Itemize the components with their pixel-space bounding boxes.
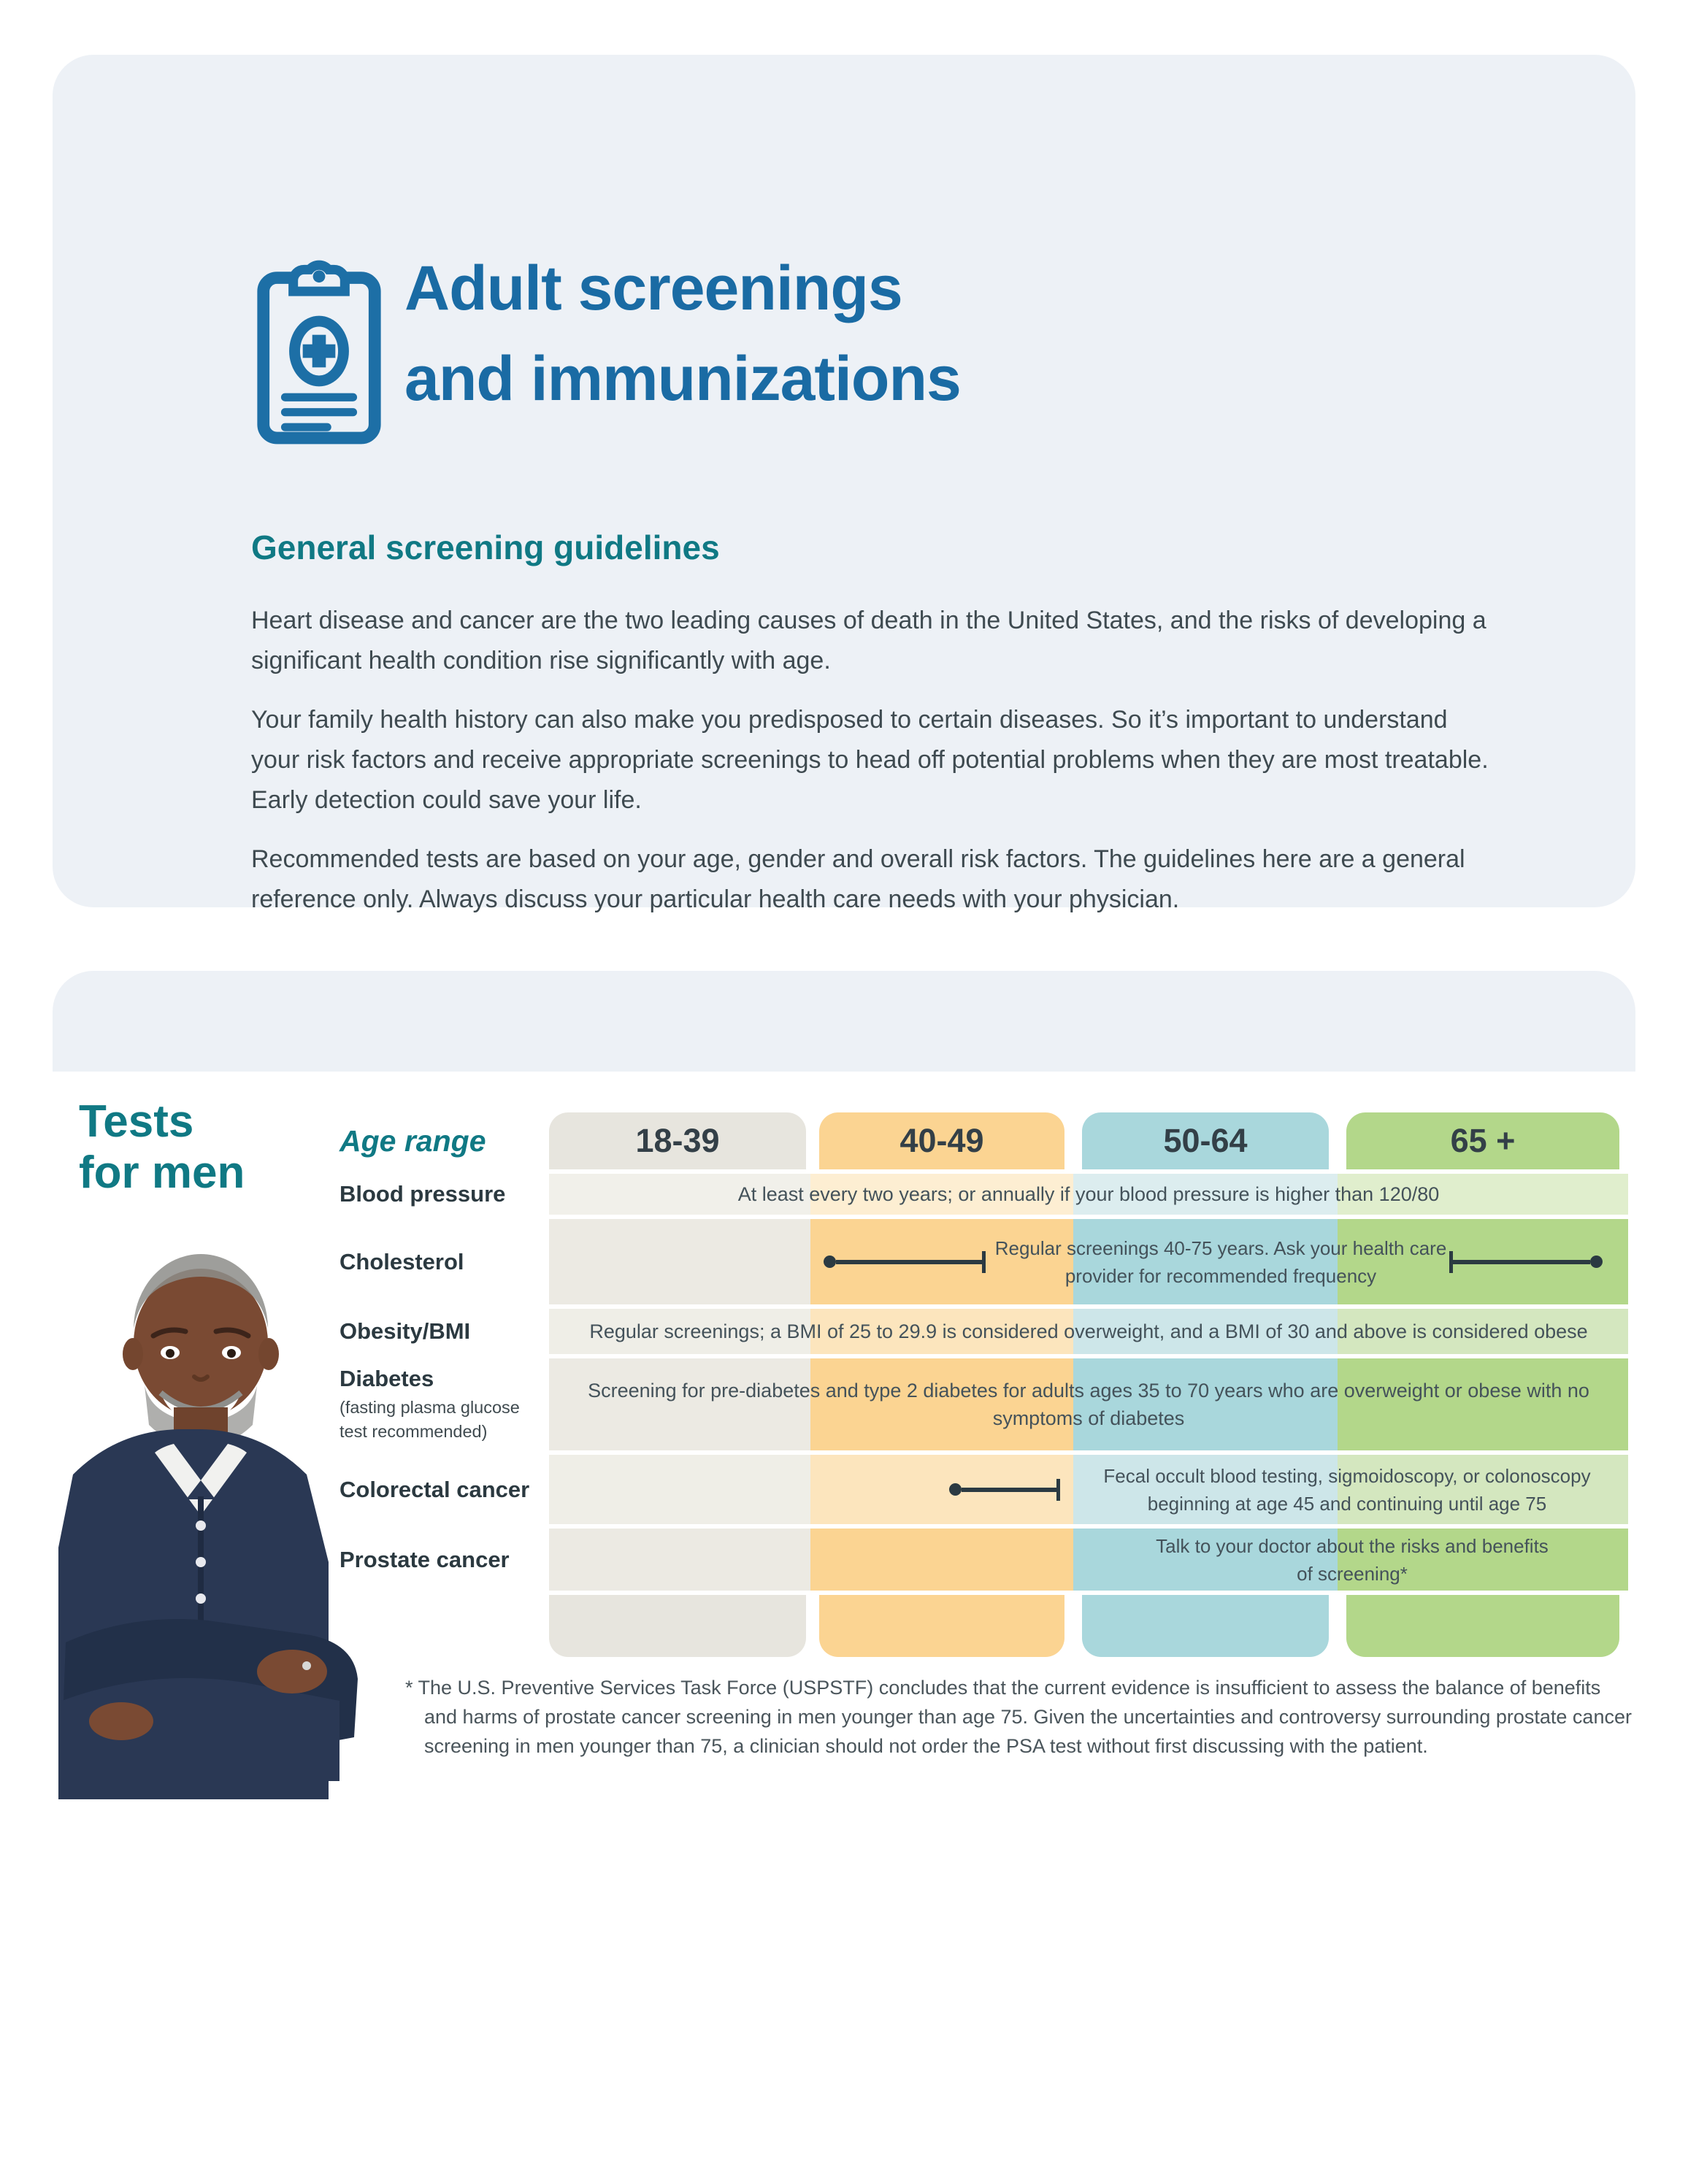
row-label: Diabetes (fasting plasma glucose test re… [339, 1358, 549, 1450]
guidelines-paragraph: Your family health history can also make… [251, 706, 1489, 814]
stripe-18-39 [549, 1219, 810, 1304]
section-heading: General screening guidelines [251, 528, 720, 566]
age-header-band: 18-39 40-49 50-64 65 + [549, 1112, 1628, 1169]
row-sublabel: (fasting plasma glucose test recommended… [339, 1398, 520, 1441]
stripe-50-64 [1073, 1358, 1338, 1450]
range-start-marker [824, 1250, 986, 1274]
stripe-40-49 [810, 1529, 1073, 1591]
row-label: Cholesterol [339, 1248, 464, 1274]
row-text: At least every two years; or annually if… [737, 1183, 1440, 1205]
screenings-table: Age range 18-39 40-49 50-64 65 + Blood p… [339, 1112, 1628, 1657]
row-label: Blood pressure [339, 1181, 506, 1207]
stripe-40-49 [810, 1309, 1073, 1354]
age-column-65plus: 65 + [1346, 1112, 1619, 1169]
row-text: Fecal occult blood testing, sigmoidoscop… [1103, 1464, 1591, 1515]
range-start-marker [949, 1478, 1060, 1502]
row-band: Screening for pre-diabetes and type 2 di… [549, 1358, 1628, 1450]
row-label: Colorectal cancer [339, 1476, 530, 1502]
row-band: Regular screenings 40-75 years. Ask your… [549, 1219, 1628, 1304]
page-title-line2: and immunizations [404, 344, 962, 414]
row-band: Fecal occult blood testing, sigmoidoscop… [549, 1455, 1628, 1524]
cap-50-64 [1082, 1595, 1329, 1657]
stripe-18-39 [549, 1455, 810, 1524]
stripe-40-49 [810, 1174, 1073, 1215]
guidelines-text: Heart disease and cancer are the two lea… [251, 601, 1489, 939]
stripe-50-64 [1073, 1174, 1338, 1215]
stripe-18-39 [549, 1309, 810, 1354]
cap-18-39 [549, 1595, 806, 1657]
tests-title-line2: for men [79, 1147, 245, 1198]
age-column-50-64: 50-64 [1082, 1112, 1329, 1169]
table-cap-row [339, 1595, 1628, 1657]
table-row-prostate-cancer: Prostate cancer Talk to your doctor abou… [339, 1529, 1628, 1591]
section-band [53, 971, 1635, 1072]
tests-for-men-title: Tests for men [79, 1096, 245, 1199]
clipboard-medical-icon [257, 260, 381, 445]
stripe-65plus [1338, 1358, 1628, 1450]
row-text: Screening for pre-diabetes and type 2 di… [588, 1380, 1589, 1429]
row-text: Talk to your doctor about the risks and … [1156, 1534, 1549, 1585]
cap-65plus [1346, 1595, 1619, 1657]
table-header-row: Age range 18-39 40-49 50-64 65 + [339, 1112, 1628, 1169]
row-band: Regular screenings; a BMI of 25 to 29.9 … [549, 1309, 1628, 1354]
stripe-65plus [1338, 1309, 1628, 1354]
row-label: Obesity/BMI [339, 1318, 471, 1344]
stripe-50-64 [1073, 1529, 1338, 1591]
row-label-text: Diabetes [339, 1366, 434, 1391]
guidelines-paragraph: Recommended tests are based on your age,… [251, 845, 1465, 913]
range-end-marker [1449, 1250, 1603, 1274]
guidelines-paragraph: Heart disease and cancer are the two lea… [251, 607, 1486, 674]
table-row-obesity-bmi: Obesity/BMI Regular screenings; a BMI of… [339, 1309, 1628, 1354]
stripe-65plus [1338, 1174, 1628, 1215]
stripe-18-39 [549, 1174, 810, 1215]
cap-40-49 [819, 1595, 1064, 1657]
tests-title-line1: Tests [79, 1096, 194, 1147]
table-row-cholesterol: Cholesterol Regular screenings 40-75 yea… [339, 1219, 1628, 1304]
table-row-blood-pressure: Blood pressure At least every two years;… [339, 1174, 1628, 1215]
age-column-18-39: 18-39 [549, 1112, 806, 1169]
row-band: Talk to your doctor about the risks and … [549, 1529, 1628, 1591]
cap-band [549, 1595, 1628, 1657]
stripe-50-64 [1073, 1309, 1338, 1354]
age-column-40-49: 40-49 [819, 1112, 1064, 1169]
stripe-65plus [1338, 1529, 1628, 1591]
table-row-colorectal-cancer: Colorectal cancer Fecal occult blood tes… [339, 1455, 1628, 1524]
row-band: At least every two years; or annually if… [549, 1174, 1628, 1215]
age-range-label: Age range [339, 1124, 486, 1158]
stripe-50-64 [1073, 1219, 1338, 1304]
row-label: Prostate cancer [339, 1546, 510, 1572]
stripe-50-64 [1073, 1455, 1338, 1524]
stripe-18-39 [549, 1529, 810, 1591]
page-title-line1: Adult screenings [404, 253, 903, 323]
man-photo [58, 1254, 358, 1799]
page-title: Adult screenings and immunizations [404, 243, 962, 424]
row-text: Regular screenings; a BMI of 25 to 29.9 … [589, 1320, 1588, 1342]
stripe-65plus [1338, 1455, 1628, 1524]
row-text: Regular screenings 40-75 years. Ask your… [994, 1237, 1447, 1287]
intro-panel: Adult screenings and immunizations Gener… [53, 55, 1635, 913]
table-row-diabetes: Diabetes (fasting plasma glucose test re… [339, 1358, 1628, 1450]
row-label-empty [339, 1595, 549, 1657]
stripe-40-49 [810, 1358, 1073, 1450]
uspstf-footnote: * The U.S. Preventive Services Task Forc… [405, 1677, 1632, 1757]
stripe-18-39 [549, 1358, 810, 1450]
